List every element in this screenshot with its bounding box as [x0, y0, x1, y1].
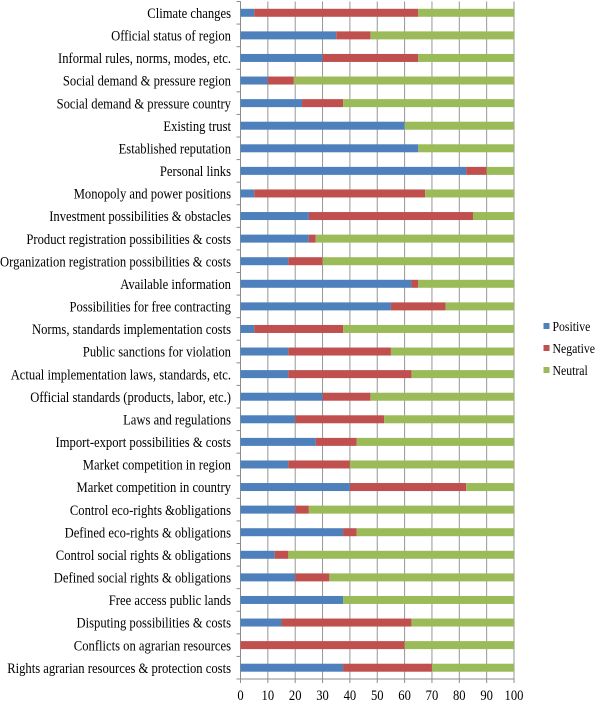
- svg-text:Investment possibilities & obs: Investment possibilities & obstacles: [49, 209, 231, 225]
- svg-text:70: 70: [426, 688, 439, 703]
- svg-text:Social demand & pressure count: Social demand & pressure country: [57, 96, 232, 112]
- svg-text:Rights agrarian resources & pr: Rights agrarian resources & protection c…: [7, 661, 231, 677]
- svg-text:Free access public lands: Free access public lands: [109, 593, 231, 609]
- svg-text:Positive: Positive: [553, 320, 591, 335]
- svg-text:Control eco-rights &obligation: Control eco-rights &obligations: [70, 503, 231, 519]
- svg-text:Established reputation: Established reputation: [119, 141, 232, 157]
- svg-text:Laws and regulations: Laws and regulations: [123, 412, 231, 428]
- svg-text:Actual implementation laws, st: Actual implementation laws, standards, e…: [11, 367, 231, 383]
- svg-text:80: 80: [453, 688, 466, 703]
- svg-text:Disputing possibilities & cost: Disputing possibilities & costs: [77, 616, 232, 632]
- svg-text:Public sanctions for violation: Public sanctions for violation: [83, 345, 232, 361]
- svg-text:50: 50: [371, 688, 384, 703]
- svg-text:Conflicts on agrarian resource: Conflicts on agrarian resources: [74, 638, 231, 654]
- svg-text:90: 90: [480, 688, 493, 703]
- svg-text:Market competition in country: Market competition in country: [77, 480, 232, 496]
- svg-text:Product registration possibili: Product registration possibilities & cos…: [26, 232, 231, 248]
- svg-text:Monopoly and power positions: Monopoly and power positions: [74, 187, 231, 203]
- svg-text:Social demand & pressure regio: Social demand & pressure region: [63, 74, 232, 90]
- svg-text:Control social rights & obliga: Control social rights & obligations: [56, 548, 231, 564]
- svg-text:40: 40: [344, 688, 357, 703]
- svg-text:Import-export possibilities &: Import-export possibilities & costs: [56, 435, 232, 451]
- svg-text:Neutral: Neutral: [553, 364, 588, 379]
- svg-text:Norms, standards implementatio: Norms, standards implementation costs: [32, 322, 231, 338]
- svg-text:10: 10: [262, 688, 275, 703]
- svg-text:Existing trust: Existing trust: [163, 119, 231, 135]
- svg-text:Official standards (products,: Official standards (products, labor, etc…: [30, 390, 231, 406]
- svg-text:Negative: Negative: [553, 342, 596, 357]
- svg-text:Defined social rights & obliga: Defined social rights & obligations: [54, 571, 231, 587]
- svg-text:20: 20: [289, 688, 302, 703]
- svg-text:30: 30: [316, 688, 329, 703]
- svg-text:Available information: Available information: [120, 277, 231, 293]
- svg-text:Defined eco-rights & obligatio: Defined eco-rights & obligations: [65, 525, 232, 541]
- svg-text:Climate changes: Climate changes: [147, 6, 231, 22]
- svg-text:Informal rules, norms, modes,: Informal rules, norms, modes, etc.: [58, 51, 231, 67]
- svg-text:Official status of region: Official status of region: [111, 29, 231, 45]
- svg-text:Possibilities for free contrac: Possibilities for free contracting: [70, 300, 232, 316]
- svg-text:100: 100: [505, 688, 524, 703]
- svg-text:Organization registration poss: Organization registration possibilities …: [0, 254, 231, 270]
- svg-text:Personal links: Personal links: [160, 164, 231, 180]
- svg-text:0: 0: [237, 688, 243, 703]
- svg-text:Market competition in region: Market competition in region: [83, 458, 232, 474]
- svg-text:60: 60: [398, 688, 411, 703]
